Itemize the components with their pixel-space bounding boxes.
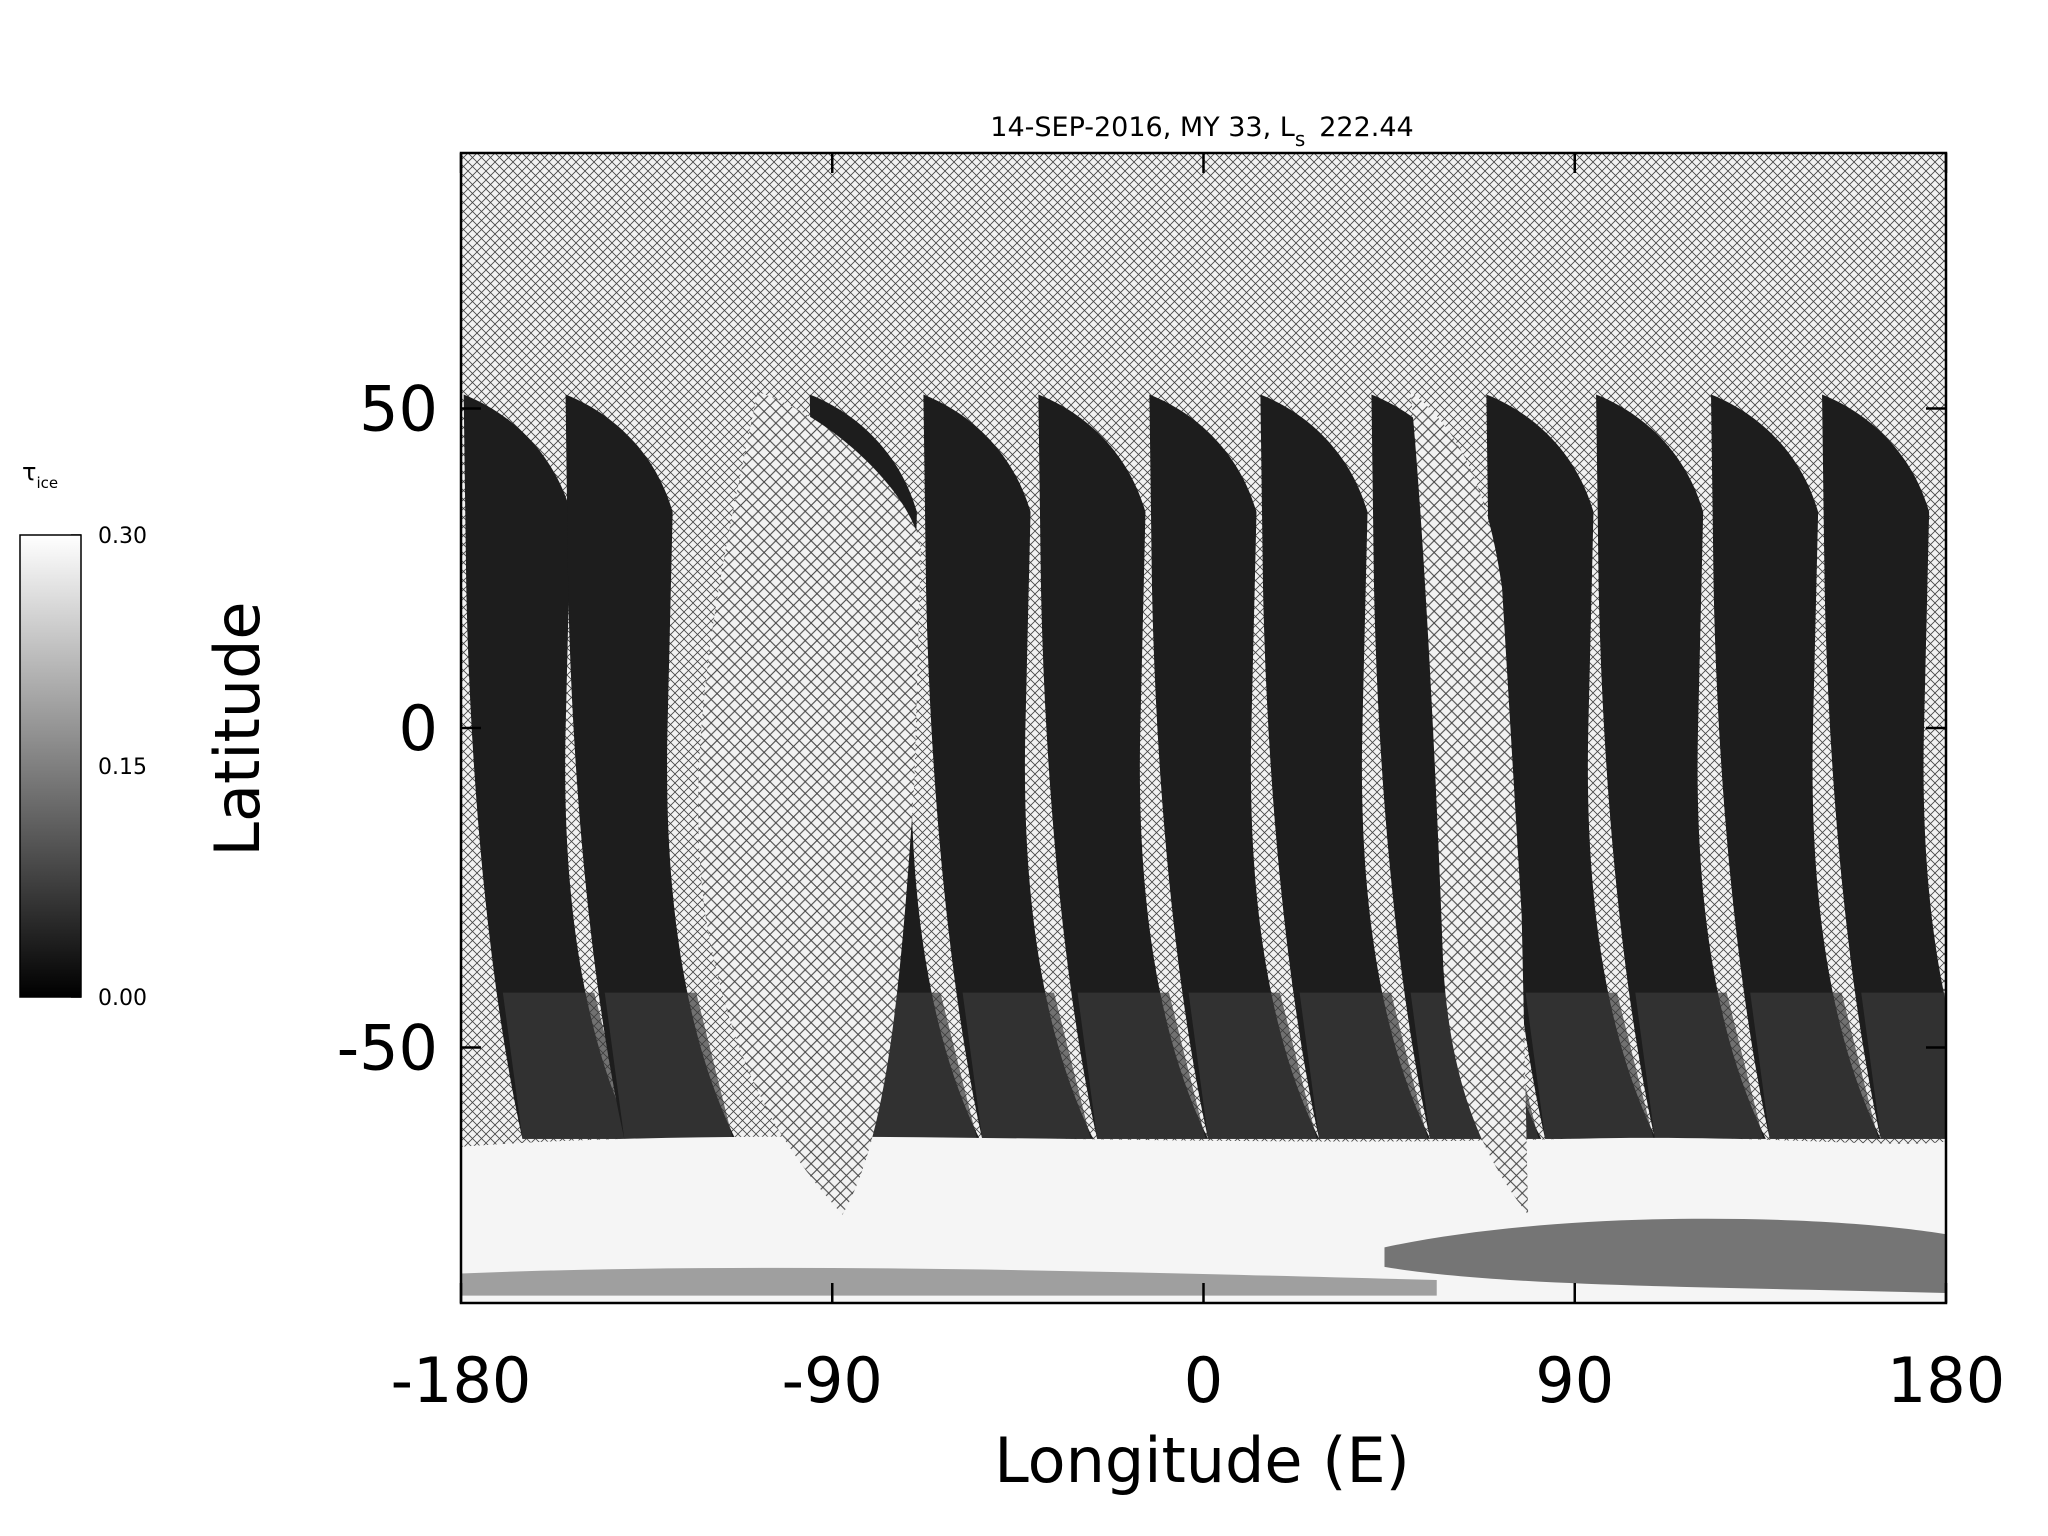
swath (565, 394, 736, 1139)
swath (1711, 394, 1881, 1139)
colorbar-label: τice (22, 458, 58, 492)
y-axis-label: Latitude (201, 601, 274, 856)
polar-dark (1384, 1218, 1946, 1294)
swath (1038, 394, 1209, 1139)
gap-swath (1410, 391, 1529, 1215)
swath-shade (1525, 992, 1654, 1139)
y-tick-label: 50 (359, 373, 438, 446)
title-subscript: s (1295, 127, 1305, 151)
swath-shade (962, 992, 1091, 1139)
x-tick-label: 90 (1535, 1344, 1614, 1417)
x-tick-label: 180 (1887, 1344, 2005, 1417)
colorbar-label-subscript: ice (36, 474, 58, 492)
swath-shade (1077, 992, 1206, 1139)
colorbar-label-main: τ (22, 458, 36, 486)
x-axis-label: Longitude (E) (994, 1424, 1410, 1497)
swath-shade (1635, 992, 1764, 1139)
swath (1596, 394, 1766, 1139)
gap-swath (698, 391, 921, 1215)
swath (923, 394, 1094, 1139)
swath-shade (604, 992, 733, 1139)
chart-title: 14-SEP-2016, MY 33, Ls 222.44 (990, 112, 1413, 151)
swath (463, 394, 634, 1139)
colorbar (19, 534, 82, 998)
colorbar-tick-label: 0.15 (98, 755, 147, 780)
polar-dark (461, 1267, 1437, 1296)
y-tick-label: 0 (399, 692, 438, 765)
swath-shade (1188, 992, 1317, 1139)
swath-shade (1299, 992, 1428, 1139)
colorbar-tick-label: 0.30 (98, 524, 147, 549)
title-main: 14-SEP-2016, MY 33, L (990, 112, 1295, 143)
swath (1149, 394, 1320, 1139)
swath (1260, 394, 1431, 1139)
x-tick-label: -90 (782, 1344, 883, 1417)
swath-shade (1861, 992, 1946, 1139)
title-suffix: 222.44 (1319, 112, 1413, 143)
swath-shade (502, 992, 631, 1139)
map-image (461, 153, 1946, 1303)
swath (1486, 394, 1657, 1139)
swath (1822, 394, 1946, 1139)
colorbar-tick-label: 0.00 (98, 986, 147, 1011)
y-tick-label: -50 (337, 1011, 438, 1084)
x-tick-label: 0 (1184, 1344, 1223, 1417)
swath-shade (1750, 992, 1879, 1139)
x-tick-label: -180 (391, 1344, 532, 1417)
